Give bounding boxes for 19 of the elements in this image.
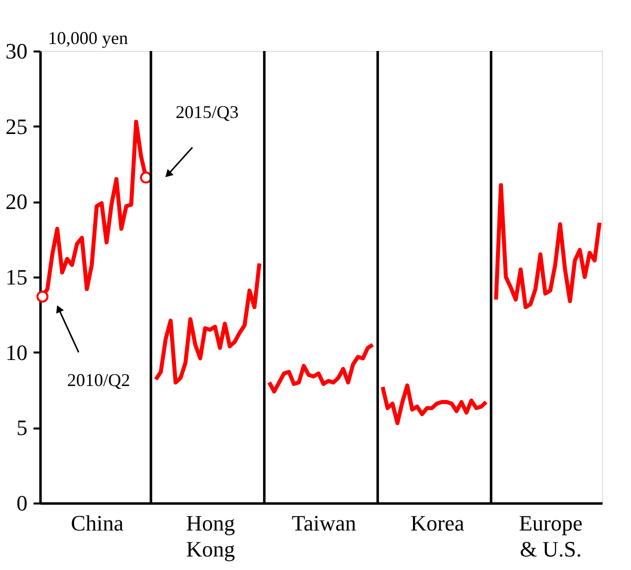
line-series (380, 383, 488, 426)
x-tick-label: Korea (410, 510, 464, 536)
x-tick-label: China (70, 510, 124, 536)
y-tick-label: 0 (16, 490, 28, 516)
y-tick-label: 15 (6, 264, 28, 290)
x-tick-label: Taiwan (292, 510, 356, 536)
line-series (267, 342, 375, 394)
y-tick-label: 30 (6, 38, 28, 64)
y-tick-label: 20 (6, 189, 28, 214)
y-tick-label: 25 (6, 114, 28, 139)
y-tick-label: 10 (6, 340, 28, 365)
line-series (494, 183, 602, 310)
line-series (154, 261, 262, 384)
x-tick-label: Europe & U.S. (518, 510, 582, 562)
y-axis-title: 10,000 yen (48, 28, 128, 48)
y-tick-label: 5 (16, 415, 28, 440)
x-tick-label: Hong Kong (186, 510, 236, 562)
annotation: 2015/Q3 (176, 102, 239, 122)
annotation: 2010/Q2 (67, 370, 130, 390)
